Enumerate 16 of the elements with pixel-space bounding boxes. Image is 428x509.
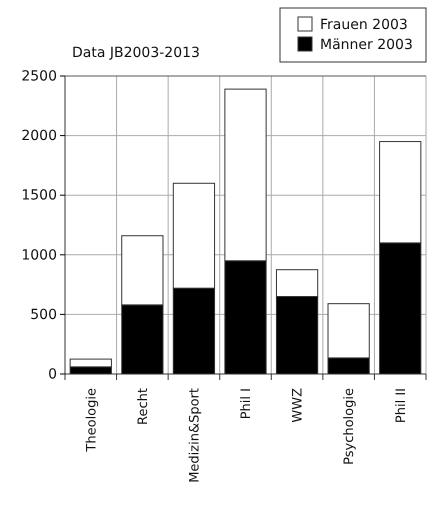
x-tick-label: WWZ [290,388,306,423]
y-tick-label: 2500 [21,68,57,84]
x-tick-label: Theologie [84,388,100,453]
x-tick-label: Psychologie [342,388,358,465]
x-tick-label: Medizin&Sport [187,388,202,483]
y-tick-label: 1500 [21,188,57,204]
y-tick-label: 1000 [21,247,57,264]
legend-label: Frauen 2003 [320,17,408,33]
y-tick-label: 0 [48,366,57,382]
chart-title: Data JB2003-2013 [72,45,200,61]
x-tick-label: Recht [136,388,151,425]
y-tick-label: 2000 [21,128,57,144]
x-tick-label: Phil II [394,388,409,424]
x-tick-label: Phil I [239,388,254,420]
y-tick-label: 500 [30,306,57,323]
legend-label: Männer 2003 [320,37,413,53]
